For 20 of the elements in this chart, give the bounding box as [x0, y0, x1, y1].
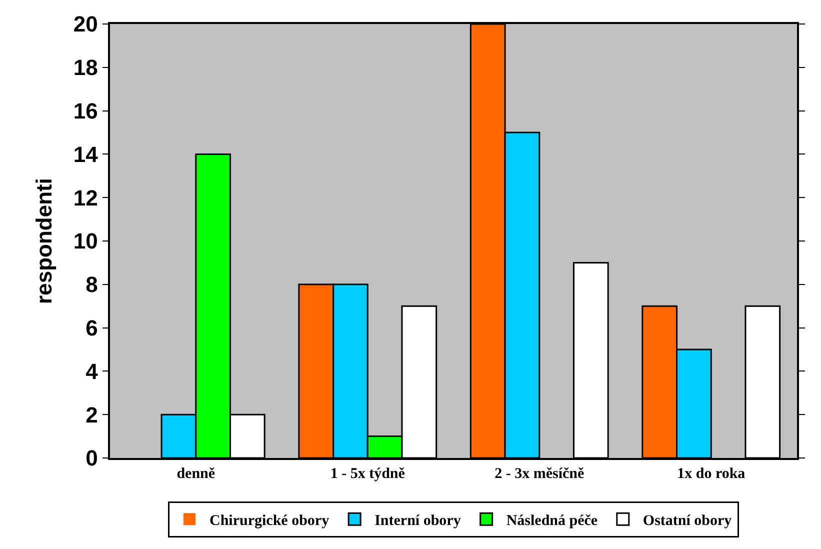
x-tick-label: 2 - 3x měsíčně: [494, 466, 584, 482]
y-tick-label: 12: [73, 185, 98, 210]
legend-label: Ostatní obory: [642, 513, 732, 529]
y-tick-label: 0: [86, 446, 98, 471]
y-tick-label: 10: [73, 228, 98, 254]
x-tick-label: denně: [176, 466, 216, 482]
x-tick-label: 1 - 5x týdně: [330, 466, 406, 482]
y-tick-label: 18: [73, 55, 98, 80]
y-tick-label: 14: [73, 142, 99, 167]
y-tick-label: 16: [73, 98, 98, 124]
y-axis-title: respondenti: [32, 178, 57, 304]
legend-label: Následná péče: [506, 513, 598, 529]
y-tick-label: 2: [86, 402, 98, 428]
legend-label: Chirurgické obory: [210, 513, 330, 529]
y-tick-label: 4: [86, 358, 99, 384]
y-tick-label: 8: [86, 272, 98, 298]
y-tick-label: 20: [73, 12, 98, 37]
x-tick-label: 1x do roka: [677, 466, 746, 482]
legend-label: Interní obory: [374, 513, 462, 529]
y-tick-label: 6: [86, 316, 98, 340]
